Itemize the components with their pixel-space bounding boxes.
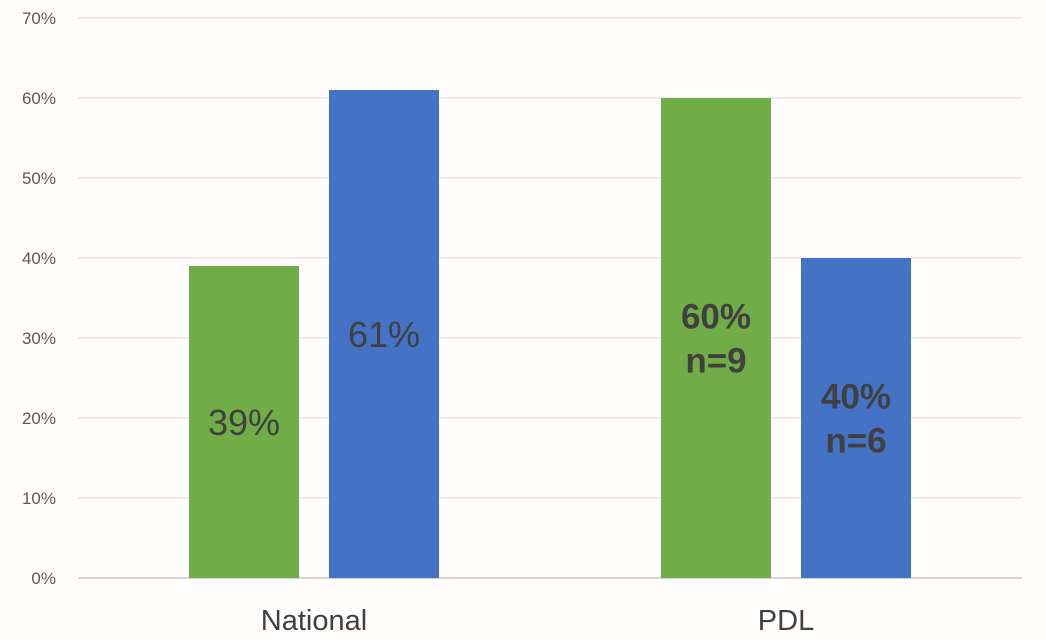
data-label: n=6 <box>825 422 886 461</box>
bars <box>189 90 911 578</box>
x-tick-label: National <box>261 605 367 637</box>
y-tick-label: 10% <box>22 489 56 508</box>
data-label: 60% <box>681 298 751 337</box>
y-tick-label: 60% <box>22 89 56 108</box>
y-axis-tick-labels: 0% 10% 20% 30% 40% 50% 60% 70% <box>22 9 56 588</box>
x-axis-tick-labels: National PDL <box>261 605 814 637</box>
y-tick-label: 20% <box>22 409 56 428</box>
y-tick-label: 40% <box>22 249 56 268</box>
y-tick-label: 70% <box>22 9 56 28</box>
bar-pdl-series-2 <box>801 258 911 578</box>
data-label: 39% <box>208 402 280 443</box>
bar-national-series-2 <box>329 90 439 578</box>
data-labels: 39% 61% 60% n=9 40% n=6 <box>208 298 891 461</box>
y-tick-label: 30% <box>22 329 56 348</box>
data-label: 61% <box>348 314 420 355</box>
bar-national-series-1 <box>189 266 299 578</box>
bar-pdl-series-1 <box>661 98 771 578</box>
y-tick-label: 50% <box>22 169 56 188</box>
x-tick-label: PDL <box>758 605 814 637</box>
y-tick-label: 0% <box>31 569 56 588</box>
data-label: n=9 <box>685 342 746 381</box>
data-label: 40% <box>821 378 891 417</box>
